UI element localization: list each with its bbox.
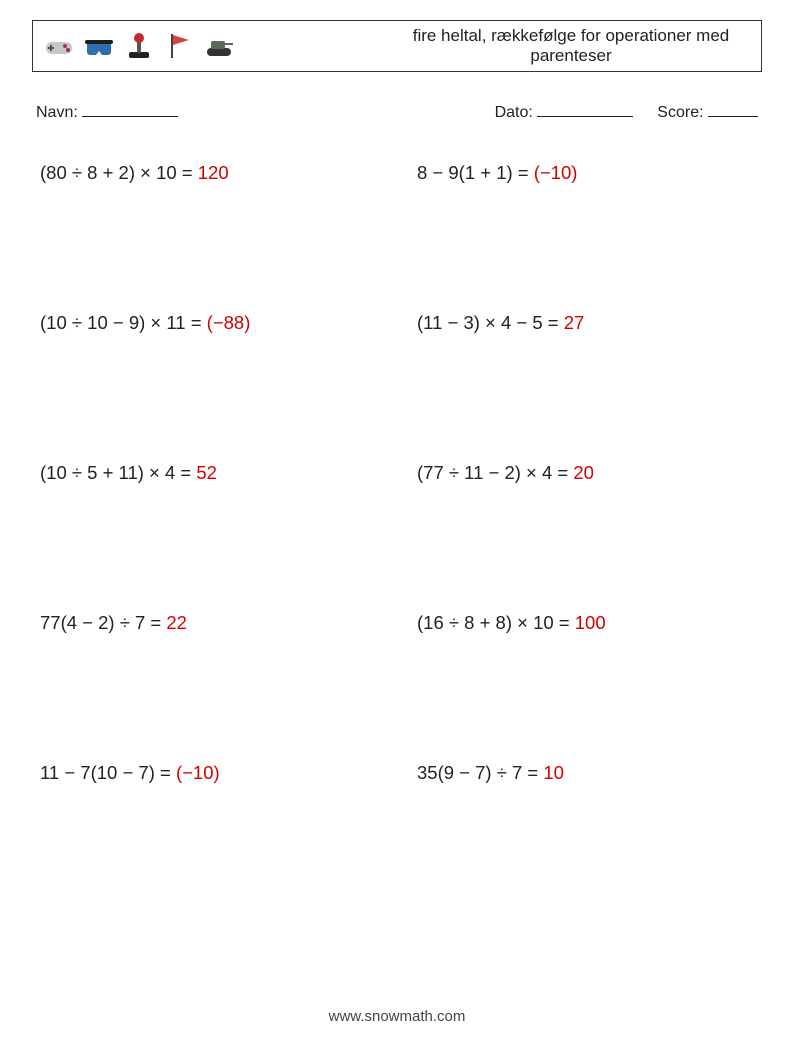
problems-grid: (80 ÷ 8 + 2) × 10 = 120 8 − 9(1 + 1) = (−…: [32, 162, 762, 784]
problem-7-answer: 22: [166, 612, 187, 633]
problem-10-expression: 35(9 − 7) ÷ 7 =: [417, 762, 543, 783]
problem-9-answer: (−10): [176, 762, 220, 783]
problem-5-expression: (10 ÷ 5 + 11) × 4 =: [40, 462, 196, 483]
problem-9: 11 − 7(10 − 7) = (−10): [40, 762, 377, 784]
problem-3: (10 ÷ 10 − 9) × 11 = (−88): [40, 312, 377, 334]
footer-url: www.snowmath.com: [0, 1008, 794, 1025]
worksheet-header: fire heltal, rækkefølge for operationer …: [32, 20, 762, 72]
joystick-icon: [123, 30, 155, 62]
problem-1-expression: (80 ÷ 8 + 2) × 10 =: [40, 162, 198, 183]
problem-5: (10 ÷ 5 + 11) × 4 = 52: [40, 462, 377, 484]
date-blank: [537, 100, 633, 117]
problem-10-answer: 10: [543, 762, 564, 783]
header-icon-row: [43, 30, 235, 62]
name-label: Navn:: [36, 104, 78, 121]
date-label: Dato:: [495, 104, 533, 121]
worksheet-title: fire heltal, rækkefølge for operationer …: [391, 26, 751, 67]
score-blank: [708, 100, 758, 117]
problem-6: (77 ÷ 11 − 2) × 4 = 20: [417, 462, 754, 484]
name-field: Navn:: [36, 100, 178, 122]
flag-icon: [163, 30, 195, 62]
problem-4-answer: 27: [564, 312, 585, 333]
date-field: Dato:: [495, 100, 634, 122]
vr-headset-icon: [83, 30, 115, 62]
problem-8-answer: 100: [575, 612, 606, 633]
problem-8: (16 ÷ 8 + 8) × 10 = 100: [417, 612, 754, 634]
problem-7-expression: 77(4 − 2) ÷ 7 =: [40, 612, 166, 633]
score-label: Score:: [657, 104, 703, 121]
problem-9-expression: 11 − 7(10 − 7) =: [40, 762, 176, 783]
problem-4-expression: (11 − 3) × 4 − 5 =: [417, 312, 564, 333]
problem-5-answer: 52: [196, 462, 217, 483]
problem-6-expression: (77 ÷ 11 − 2) × 4 =: [417, 462, 573, 483]
score-field: Score:: [657, 100, 758, 122]
problem-1-answer: 120: [198, 162, 229, 183]
tank-icon: [203, 30, 235, 62]
problem-3-answer: (−88): [207, 312, 251, 333]
problem-2-expression: 8 − 9(1 + 1) =: [417, 162, 534, 183]
problem-2-answer: (−10): [534, 162, 578, 183]
meta-row: Navn: Dato: Score:: [36, 100, 758, 122]
problem-7: 77(4 − 2) ÷ 7 = 22: [40, 612, 377, 634]
problem-3-expression: (10 ÷ 10 − 9) × 11 =: [40, 312, 207, 333]
problem-2: 8 − 9(1 + 1) = (−10): [417, 162, 754, 184]
problem-10: 35(9 − 7) ÷ 7 = 10: [417, 762, 754, 784]
name-blank: [82, 100, 178, 117]
problem-6-answer: 20: [573, 462, 594, 483]
problem-8-expression: (16 ÷ 8 + 8) × 10 =: [417, 612, 575, 633]
problem-1: (80 ÷ 8 + 2) × 10 = 120: [40, 162, 377, 184]
gamepad-icon: [43, 30, 75, 62]
problem-4: (11 − 3) × 4 − 5 = 27: [417, 312, 754, 334]
